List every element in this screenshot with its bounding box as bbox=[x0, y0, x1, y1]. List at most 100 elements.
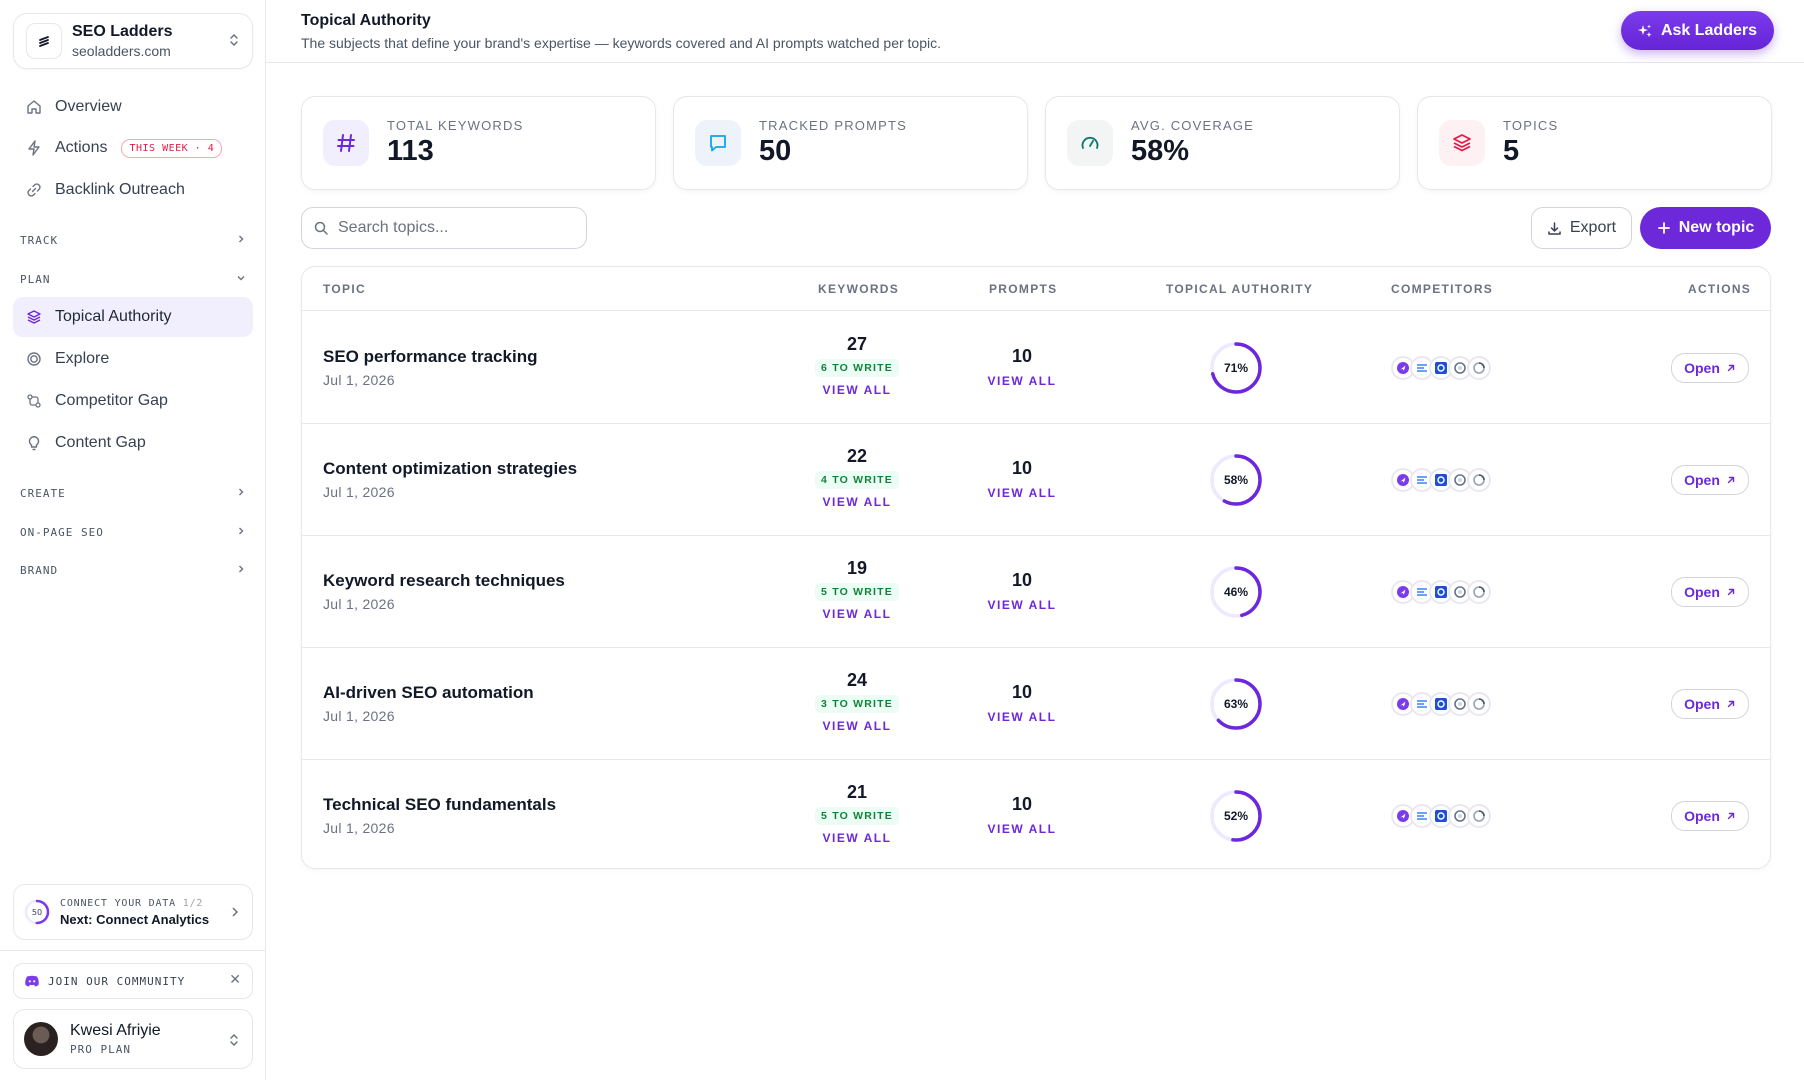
workspace-switcher[interactable]: SEO Ladders seoladders.com bbox=[13, 13, 253, 69]
open-topic-button[interactable]: Open bbox=[1671, 689, 1749, 719]
stat-value: 5 bbox=[1503, 135, 1520, 167]
authority-ring: 46% bbox=[1208, 564, 1264, 620]
prompts-view-all-link[interactable]: VIEW ALL bbox=[987, 374, 1057, 388]
prompts-cell: 10 VIEW ALL bbox=[942, 794, 1102, 836]
user-plan: PRO PLAN bbox=[70, 1043, 131, 1056]
authority-arc bbox=[1210, 790, 1262, 842]
download-icon bbox=[1547, 221, 1562, 236]
open-label: Open bbox=[1684, 360, 1720, 376]
keywords-count: 19 bbox=[846, 558, 868, 578]
nav-actions[interactable]: Actions THIS WEEK · 4 bbox=[13, 128, 253, 168]
layers-icon bbox=[25, 308, 43, 326]
target-icon bbox=[25, 350, 43, 368]
col-keywords[interactable]: KEYWORDS bbox=[818, 282, 900, 296]
topic-name[interactable]: AI-driven SEO automation bbox=[323, 683, 534, 702]
section-track[interactable]: TRACK bbox=[20, 230, 246, 250]
connect-progress-label: 50 bbox=[31, 907, 43, 917]
keywords-count: 27 bbox=[846, 334, 868, 354]
prompts-count: 10 bbox=[1011, 570, 1033, 590]
section-brand[interactable]: BRAND bbox=[20, 560, 246, 580]
col-actions: ACTIONS bbox=[1688, 282, 1752, 296]
col-topical-authority[interactable]: TOPICAL AUTHORITY bbox=[1166, 282, 1314, 296]
open-topic-button[interactable]: Open bbox=[1671, 801, 1749, 831]
competitor-avatar bbox=[1467, 804, 1491, 828]
chevron-right-icon bbox=[236, 564, 246, 577]
keywords-cell: 21 5 TO WRITE VIEW ALL bbox=[777, 782, 937, 845]
competitor-avatars bbox=[1391, 356, 1491, 380]
connect-next-step: Next: Connect Analytics bbox=[60, 911, 210, 927]
open-topic-button[interactable]: Open bbox=[1671, 465, 1749, 495]
topic-name[interactable]: SEO performance tracking bbox=[323, 347, 538, 366]
stat-card-avg-coverage: AVG. COVERAGE 58% bbox=[1045, 96, 1400, 190]
chevron-right-icon bbox=[236, 487, 246, 500]
topic-name[interactable]: Keyword research techniques bbox=[323, 571, 565, 590]
search-box[interactable] bbox=[301, 207, 587, 249]
nav-explore[interactable]: Explore bbox=[13, 339, 253, 379]
open-topic-button[interactable]: Open bbox=[1671, 353, 1749, 383]
table-row[interactable]: AI-driven SEO automation Jul 1, 2026 24 … bbox=[302, 648, 1770, 760]
connect-data-card[interactable]: 50 CONNECT YOUR DATA 1/2 Next: Connect A… bbox=[13, 884, 253, 940]
authority-ring: 58% bbox=[1208, 452, 1264, 508]
user-menu[interactable]: Kwesi Afriyie PRO PLAN bbox=[13, 1009, 253, 1069]
prompts-count: 10 bbox=[1011, 794, 1033, 814]
section-onpage-seo[interactable]: ON-PAGE SEO bbox=[20, 522, 246, 542]
open-label: Open bbox=[1684, 808, 1720, 824]
keywords-view-all-link[interactable]: VIEW ALL bbox=[822, 383, 892, 397]
col-topic[interactable]: TOPIC bbox=[323, 282, 366, 296]
stat-value: 50 bbox=[759, 135, 792, 167]
authority-percent: 52% bbox=[1223, 809, 1249, 823]
to-write-badge: 5 TO WRITE bbox=[815, 807, 899, 825]
open-topic-button[interactable]: Open bbox=[1671, 577, 1749, 607]
ask-ladders-button[interactable]: Ask Ladders bbox=[1620, 11, 1774, 50]
table-row[interactable]: Technical SEO fundamentals Jul 1, 2026 2… bbox=[302, 760, 1770, 868]
competitor-avatar bbox=[1467, 692, 1491, 716]
keywords-view-all-link[interactable]: VIEW ALL bbox=[822, 831, 892, 845]
competitor-avatars bbox=[1391, 580, 1491, 604]
competitor-avatar bbox=[1429, 692, 1453, 716]
new-topic-button[interactable]: New topic bbox=[1640, 207, 1771, 249]
nav-backlink-label: Backlink Outreach bbox=[55, 181, 185, 198]
competitor-avatars bbox=[1391, 692, 1491, 716]
sidebar-divider bbox=[0, 950, 266, 951]
page-header: Topical Authority The subjects that defi… bbox=[266, 0, 1804, 63]
chevron-right-icon bbox=[236, 234, 246, 247]
table-row[interactable]: Content optimization strategies Jul 1, 2… bbox=[302, 424, 1770, 536]
prompts-view-all-link[interactable]: VIEW ALL bbox=[987, 598, 1057, 612]
prompts-view-all-link[interactable]: VIEW ALL bbox=[987, 822, 1057, 836]
search-input[interactable] bbox=[338, 219, 578, 237]
connect-title: CONNECT YOUR DATA bbox=[60, 897, 176, 909]
nav-topical-authority[interactable]: Topical Authority bbox=[13, 297, 253, 337]
nav-backlink-outreach[interactable]: Backlink Outreach bbox=[13, 170, 253, 210]
nav-overview[interactable]: Overview bbox=[13, 87, 253, 127]
close-icon[interactable]: ✕ bbox=[229, 972, 242, 988]
export-label: Export bbox=[1569, 219, 1617, 236]
topic-date: Jul 1, 2026 bbox=[323, 372, 395, 388]
keywords-view-all-link[interactable]: VIEW ALL bbox=[822, 495, 892, 509]
authority-percent: 46% bbox=[1223, 585, 1249, 599]
join-community-banner[interactable]: JOIN OUR COMMUNITY ✕ bbox=[13, 963, 253, 999]
table-row[interactable]: Keyword research techniques Jul 1, 2026 … bbox=[302, 536, 1770, 648]
prompts-view-all-link[interactable]: VIEW ALL bbox=[987, 486, 1057, 500]
topic-date: Jul 1, 2026 bbox=[323, 820, 395, 836]
nav-content-gap[interactable]: Content Gap bbox=[13, 423, 253, 463]
table-row[interactable]: SEO performance tracking Jul 1, 2026 27 … bbox=[302, 312, 1770, 424]
export-button[interactable]: Export bbox=[1531, 207, 1632, 249]
section-create[interactable]: CREATE bbox=[20, 483, 246, 503]
prompts-cell: 10 VIEW ALL bbox=[942, 458, 1102, 500]
authority-ring: 52% bbox=[1208, 788, 1264, 844]
topic-name[interactable]: Content optimization strategies bbox=[323, 459, 578, 478]
topic-name[interactable]: Technical SEO fundamentals bbox=[323, 795, 557, 814]
keywords-view-all-link[interactable]: VIEW ALL bbox=[822, 607, 892, 621]
col-prompts[interactable]: PROMPTS bbox=[989, 282, 1058, 296]
prompts-view-all-link[interactable]: VIEW ALL bbox=[987, 710, 1057, 724]
nav-competitor-gap[interactable]: Competitor Gap bbox=[13, 381, 253, 421]
to-write-badge: 6 TO WRITE bbox=[815, 359, 899, 377]
open-label: Open bbox=[1684, 696, 1720, 712]
authority-percent: 71% bbox=[1223, 361, 1249, 375]
section-plan[interactable]: PLAN bbox=[20, 269, 246, 289]
authority-arc bbox=[1210, 342, 1262, 394]
layers-icon bbox=[1439, 120, 1485, 166]
topic-date: Jul 1, 2026 bbox=[323, 708, 395, 724]
keywords-view-all-link[interactable]: VIEW ALL bbox=[822, 719, 892, 733]
section-plan-label: PLAN bbox=[20, 272, 51, 286]
